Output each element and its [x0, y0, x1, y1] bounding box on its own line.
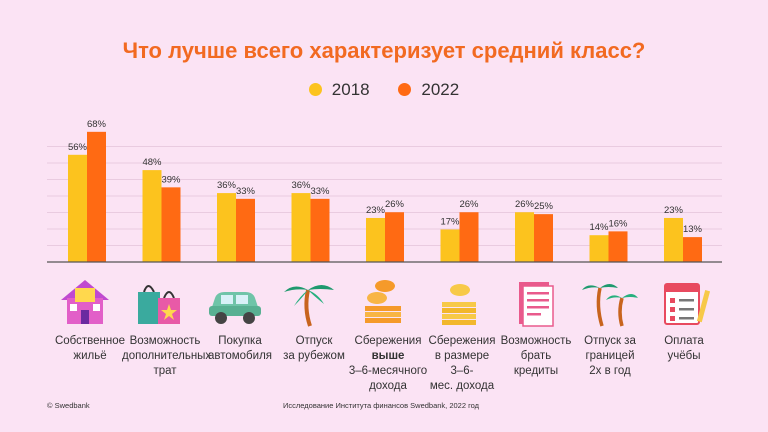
data-label-2022-7: 25% [534, 201, 554, 212]
category-1-line-1: Собственное [54, 335, 126, 347]
bar-2022-3 [236, 198, 255, 262]
legend-item-2018: 2018 [308, 80, 370, 100]
legend-swatch-2022 [398, 83, 412, 96]
category-7-line-3: кредиты [513, 365, 559, 377]
category-8-line-3: 2х в год [589, 365, 631, 377]
legend-label-2022: 2022 [421, 80, 460, 99]
data-label-2022-8: 16% [608, 218, 628, 229]
category-4-line-1: Отпуск [295, 335, 333, 347]
data-label-2022-9: 13% [683, 224, 703, 235]
data-label-2018-4: 36% [291, 180, 311, 191]
data-label-2022-6: 26% [459, 199, 479, 210]
category-label-2: Возможность дополнительных трат [122, 334, 212, 379]
palm-tree-icon [284, 285, 334, 327]
category-7-line-2: брать [520, 350, 552, 362]
data-label-2018-2: 48% [142, 157, 162, 168]
category-label-5: Сбережения выше 3–6-месячного дохода [345, 334, 431, 394]
bar-2022-7 [534, 214, 553, 262]
category-label-8: Отпуск за границей 2х в год [567, 334, 653, 379]
data-label-2018-7: 26% [515, 199, 535, 210]
palm-trees-icon [582, 284, 638, 327]
legend: 2018 2022 [0, 80, 768, 100]
bar-2022-8 [608, 231, 628, 262]
data-label-2022-3: 33% [236, 186, 256, 197]
category-label-3: Покупка автомобиля [197, 334, 283, 364]
category-5-line-2: выше [345, 349, 431, 364]
category-3-line-1: Покупка [218, 335, 262, 347]
legend-item-2022: 2022 [398, 80, 459, 100]
category-3-line-2: автомобиля [207, 350, 273, 362]
category-9-line-2: учёбы [667, 350, 701, 362]
bar-2022-4 [310, 198, 330, 262]
footer-copyright: © Swedbank [47, 401, 90, 410]
category-label-1: Собственное жильё [47, 334, 133, 364]
bar-2022-5 [385, 212, 404, 262]
data-label-2018-6: 17% [440, 216, 460, 227]
category-5-line-3: 3–6-месячного [348, 365, 428, 377]
category-2-line-3: трат [153, 365, 177, 377]
data-label-2022-1: 68% [87, 119, 107, 130]
bar-2018-9 [664, 217, 683, 262]
category-2-line-2: дополнительных [122, 350, 212, 362]
chart-title: Что лучше всего характеризует средний кл… [122, 38, 646, 63]
data-label-2022-5: 26% [385, 199, 405, 210]
document-icon [519, 282, 554, 327]
data-label-2018-3: 36% [217, 180, 237, 191]
bar-2018-8 [589, 235, 609, 262]
bar-2022-1 [87, 131, 106, 262]
bar-2018-3 [217, 193, 236, 262]
category-8-line-2: границей [585, 350, 635, 362]
bar-2018-5 [366, 217, 385, 262]
category-5-line-4: дохода [369, 380, 407, 392]
bar-2018-7 [515, 212, 534, 262]
bar-2018-2 [142, 170, 162, 262]
category-6-line-2: в размере [434, 350, 490, 362]
car-icon [209, 292, 261, 324]
category-6-line-1: Сбережения [428, 335, 496, 347]
category-9-line-1: Оплата [664, 335, 704, 347]
bar-2018-4 [291, 193, 311, 262]
category-label-7: Возможность брать кредиты [493, 334, 579, 379]
category-label-4: Отпуск за рубежом [271, 334, 357, 364]
category-7-line-1: Возможность [500, 335, 572, 347]
footer-source: Исследование Института финансов Swedbank… [283, 401, 480, 410]
bar-2022-2 [161, 187, 181, 262]
category-5-bold-word: выше [371, 350, 405, 362]
legend-label-2018: 2018 [331, 80, 370, 99]
planner-icon [664, 283, 711, 325]
category-5-line-1: Сбережения [354, 335, 422, 347]
category-6-line-3: 3–6- [450, 365, 474, 377]
category-8-line-1: Отпуск за [584, 335, 636, 347]
coins-icon [442, 284, 476, 325]
shopping-bags-icon [138, 285, 180, 324]
category-label-9: Оплата учёбы [641, 334, 727, 364]
data-label-2018-5: 23% [366, 205, 386, 216]
legend-swatch-2018 [308, 83, 322, 96]
bar-2018-6 [440, 229, 460, 262]
data-label-2022-4: 33% [310, 186, 330, 197]
bar-2022-6 [459, 212, 479, 262]
coin-stack-icon [365, 280, 401, 323]
category-1-line-2: жильё [73, 350, 107, 362]
category-2-line-1: Возможность [129, 335, 201, 347]
bar-2022-9 [683, 237, 702, 262]
category-label-6: Сбережения в размере 3–6- мес. дохода [419, 334, 505, 394]
category-4-line-2: за рубежом [283, 350, 345, 362]
data-label-2018-8: 14% [589, 222, 609, 233]
data-label-2018-9: 23% [664, 205, 684, 216]
data-label-2018-1: 56% [68, 142, 88, 153]
data-label-2022-2: 39% [161, 174, 181, 185]
house-icon [61, 280, 109, 324]
category-6-line-4: мес. дохода [429, 380, 495, 392]
bar-2018-1 [68, 154, 87, 262]
